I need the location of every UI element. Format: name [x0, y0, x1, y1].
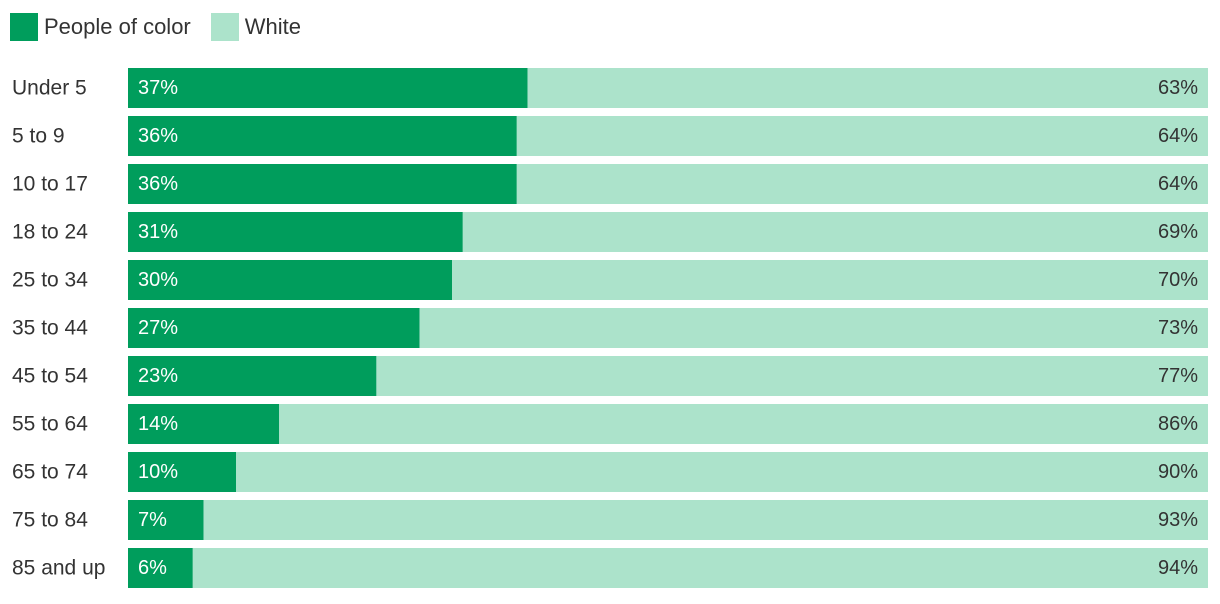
- bar-white-18-to-24: [462, 212, 1208, 252]
- bar-white-55-to-64: [279, 404, 1208, 444]
- data-label-white-under-5: 63%: [1158, 77, 1198, 99]
- legend-label-white: White: [244, 14, 302, 39]
- legend-item-white: White: [210, 13, 302, 41]
- category-label-18-to-24: 18 to 24: [12, 221, 88, 244]
- category-label-under-5: Under 5: [12, 77, 87, 100]
- bar-white-under-5: [527, 68, 1208, 108]
- data-label-people-of-color-65-to-74: 10%: [138, 461, 178, 483]
- data-label-white-35-to-44: 73%: [1158, 317, 1198, 339]
- data-label-people-of-color-75-to-84: 7%: [138, 509, 167, 531]
- data-label-people-of-color-10-to-17: 36%: [138, 173, 178, 195]
- data-label-people-of-color-35-to-44: 27%: [138, 317, 178, 339]
- bar-people-of-color-5-to-9: [128, 116, 517, 156]
- data-label-white-45-to-54: 77%: [1158, 365, 1198, 387]
- data-label-people-of-color-85-and-up: 6%: [138, 557, 167, 579]
- category-label-75-to-84: 75 to 84: [12, 509, 88, 532]
- bar-white-10-to-17: [516, 164, 1208, 204]
- bar-people-of-color-35-to-44: [128, 308, 420, 348]
- bar-white-85-and-up: [192, 548, 1209, 588]
- category-label-10-to-17: 10 to 17: [12, 173, 88, 196]
- category-label-45-to-54: 45 to 54: [12, 365, 88, 388]
- legend: People of color White: [10, 12, 321, 42]
- data-label-white-65-to-74: 90%: [1158, 461, 1198, 483]
- category-label-25-to-34: 25 to 34: [12, 269, 88, 292]
- bar-people-of-color-10-to-17: [128, 164, 517, 204]
- data-label-white-75-to-84: 93%: [1158, 509, 1198, 531]
- data-label-people-of-color-5-to-9: 36%: [138, 125, 178, 147]
- bar-white-35-to-44: [419, 308, 1209, 348]
- bar-people-of-color-75-to-84: [128, 500, 204, 540]
- bar-people-of-color-65-to-74: [128, 452, 236, 492]
- data-label-people-of-color-18-to-24: 31%: [138, 221, 178, 243]
- bar-white-45-to-54: [376, 356, 1208, 396]
- category-label-35-to-44: 35 to 44: [12, 317, 88, 340]
- data-label-people-of-color-45-to-54: 23%: [138, 365, 178, 387]
- legend-item-people-of-color: People of color: [10, 13, 191, 41]
- bar-people-of-color-25-to-34: [128, 260, 452, 300]
- bar-people-of-color-under-5: [128, 68, 528, 108]
- category-label-85-and-up: 85 and up: [12, 557, 105, 580]
- data-label-white-25-to-34: 70%: [1158, 269, 1198, 291]
- legend-swatch-white: [210, 13, 239, 41]
- legend-swatch-people-of-color: [10, 13, 38, 41]
- category-label-65-to-74: 65 to 74: [12, 461, 88, 484]
- bar-people-of-color-85-and-up: [128, 548, 193, 588]
- bar-white-65-to-74: [236, 452, 1208, 492]
- data-label-white-55-to-64: 86%: [1158, 413, 1198, 435]
- data-label-white-5-to-9: 64%: [1158, 125, 1198, 147]
- category-label-55-to-64: 55 to 64: [12, 413, 88, 436]
- bar-people-of-color-45-to-54: [128, 356, 377, 396]
- data-label-people-of-color-under-5: 37%: [138, 77, 178, 99]
- category-label-5-to-9: 5 to 9: [12, 125, 65, 148]
- data-label-white-10-to-17: 64%: [1158, 173, 1198, 195]
- bar-white-5-to-9: [516, 116, 1208, 156]
- bar-people-of-color-55-to-64: [128, 404, 280, 444]
- bar-white-25-to-34: [452, 260, 1208, 300]
- data-label-people-of-color-25-to-34: 30%: [138, 269, 178, 291]
- data-label-white-85-and-up: 94%: [1158, 557, 1198, 579]
- data-label-white-18-to-24: 69%: [1158, 221, 1198, 243]
- data-label-people-of-color-55-to-64: 14%: [138, 413, 178, 435]
- bar-white-75-to-84: [203, 500, 1209, 540]
- bar-people-of-color-18-to-24: [128, 212, 463, 252]
- legend-label-people-of-color: People of color: [44, 14, 191, 39]
